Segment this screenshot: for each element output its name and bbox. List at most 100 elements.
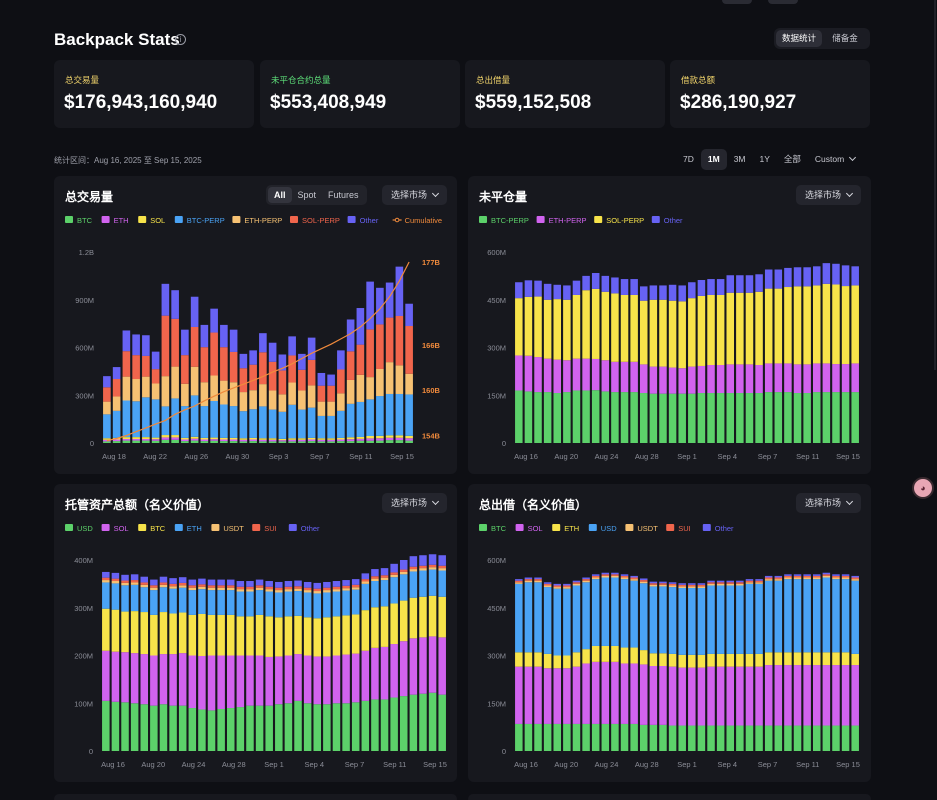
bar-segment bbox=[275, 590, 283, 593]
bar-segment bbox=[385, 317, 394, 363]
range-selector: 7D 1M 3M 1Y 全部 Custom bbox=[676, 149, 862, 170]
bar-segment bbox=[822, 574, 831, 576]
bar-segment bbox=[284, 581, 293, 587]
bar-segment bbox=[395, 393, 404, 436]
bar-segment bbox=[803, 575, 811, 578]
bar-segment bbox=[150, 585, 158, 588]
bar-segment bbox=[298, 390, 306, 410]
range-7d-button[interactable]: 7D bbox=[683, 154, 694, 164]
bar-segment bbox=[255, 587, 264, 591]
bar-segment bbox=[678, 301, 686, 369]
tab-futures[interactable]: Futures bbox=[328, 190, 359, 200]
range-custom-button[interactable]: Custom bbox=[808, 149, 862, 170]
bar-segment bbox=[620, 577, 629, 580]
legend-label: BTC bbox=[491, 524, 507, 533]
bar-segment bbox=[265, 616, 273, 657]
tab-spot[interactable]: Spot bbox=[297, 190, 317, 200]
bar-segment bbox=[534, 577, 542, 580]
bar-segment bbox=[255, 579, 264, 586]
bar-segment bbox=[385, 282, 394, 318]
bar-segment bbox=[265, 586, 273, 590]
x-tick-label: Sep 7 bbox=[758, 452, 778, 461]
range-1m-button[interactable]: 1M bbox=[700, 149, 727, 170]
bar-segment bbox=[188, 708, 197, 751]
bar-segment bbox=[151, 439, 160, 441]
bar-segment bbox=[611, 645, 619, 662]
bar-segment bbox=[188, 579, 197, 586]
x-tick-label: Sep 15 bbox=[836, 760, 860, 769]
info-icon[interactable]: i bbox=[175, 34, 186, 45]
bar-segment bbox=[303, 592, 312, 618]
market-select-button[interactable]: 选择市场 bbox=[795, 185, 861, 205]
bar-segment bbox=[678, 725, 686, 751]
view-toggle[interactable]: 数据统计 储备金 bbox=[774, 28, 870, 49]
bar-segment bbox=[716, 666, 725, 726]
bar-segment bbox=[688, 725, 696, 751]
bar-segment bbox=[707, 585, 715, 654]
bar-segment bbox=[659, 586, 667, 654]
bar-segment bbox=[268, 361, 277, 391]
bar-segment bbox=[103, 439, 111, 442]
bar-segment bbox=[553, 284, 561, 300]
bar-segment bbox=[313, 618, 321, 657]
assistant-avatar-icon[interactable]: ◕ bbox=[912, 477, 934, 499]
bar-segment bbox=[419, 555, 427, 566]
bar-segment bbox=[841, 577, 850, 580]
bar-segment bbox=[534, 579, 542, 581]
page-scrollbar[interactable] bbox=[934, 0, 936, 370]
range-3m-button[interactable]: 3M bbox=[733, 154, 746, 164]
bar-segment bbox=[313, 591, 321, 594]
legend-label: Other bbox=[301, 524, 320, 533]
bar-segment bbox=[649, 724, 658, 751]
bar-segment bbox=[207, 590, 216, 615]
legend-label: USDT bbox=[223, 524, 244, 533]
bar-segment bbox=[337, 410, 345, 438]
bar-segment bbox=[303, 703, 312, 751]
bar-segment bbox=[236, 589, 245, 592]
bar-segment bbox=[332, 581, 341, 587]
bar-segment bbox=[832, 575, 840, 578]
market-select-button[interactable]: 选择市场 bbox=[795, 493, 861, 513]
bar-segment bbox=[122, 400, 131, 438]
bar-segment bbox=[159, 584, 168, 588]
bar-segment bbox=[822, 577, 831, 653]
bar-segment bbox=[246, 581, 254, 587]
bar-segment bbox=[288, 336, 296, 356]
legend-swatch bbox=[174, 216, 183, 223]
bar-segment bbox=[351, 587, 360, 590]
market-select-button[interactable]: 选择市场 bbox=[381, 493, 447, 513]
y2-tick-label: 160B bbox=[422, 386, 441, 395]
bar-segment bbox=[178, 577, 187, 583]
x-tick-label: Sep 11 bbox=[349, 452, 372, 461]
bar-segment bbox=[563, 655, 571, 669]
bar-segment bbox=[130, 582, 139, 585]
legend-swatch bbox=[666, 524, 675, 531]
bar-segment bbox=[385, 435, 394, 438]
bar-segment bbox=[220, 324, 228, 348]
range-all-button[interactable]: 全部 bbox=[783, 154, 801, 164]
bar-segment bbox=[726, 582, 734, 584]
bar-segment bbox=[764, 652, 773, 666]
bar-segment bbox=[630, 279, 638, 295]
market-select-button[interactable]: 选择市场 bbox=[381, 185, 447, 205]
legend-swatch bbox=[232, 216, 241, 223]
bar-segment bbox=[171, 318, 179, 367]
bar-segment bbox=[409, 597, 418, 639]
bar-segment bbox=[275, 587, 283, 591]
legend-swatch bbox=[65, 524, 73, 531]
bar-segment bbox=[813, 285, 821, 364]
tab-all[interactable]: All bbox=[268, 187, 292, 203]
tab-reserves[interactable]: 储备金 bbox=[832, 33, 858, 43]
panel-total-volume: 总交易量 All Spot Futures 选择市场 BTC ETH SOL BTC-… bbox=[54, 176, 457, 474]
tab-data-stats[interactable]: 数据统计 bbox=[776, 30, 822, 47]
bar-segment bbox=[159, 654, 168, 705]
bar-segment bbox=[395, 266, 404, 316]
x-tick-label: Sep 4 bbox=[717, 760, 737, 769]
bar-segment bbox=[428, 692, 437, 751]
legend-swatch bbox=[101, 524, 110, 531]
range-1y-button[interactable]: 1Y bbox=[759, 154, 770, 164]
bar-segment bbox=[543, 582, 552, 584]
bar-segment bbox=[582, 290, 590, 359]
bar-segment bbox=[793, 665, 802, 726]
bar-segment bbox=[217, 614, 225, 656]
